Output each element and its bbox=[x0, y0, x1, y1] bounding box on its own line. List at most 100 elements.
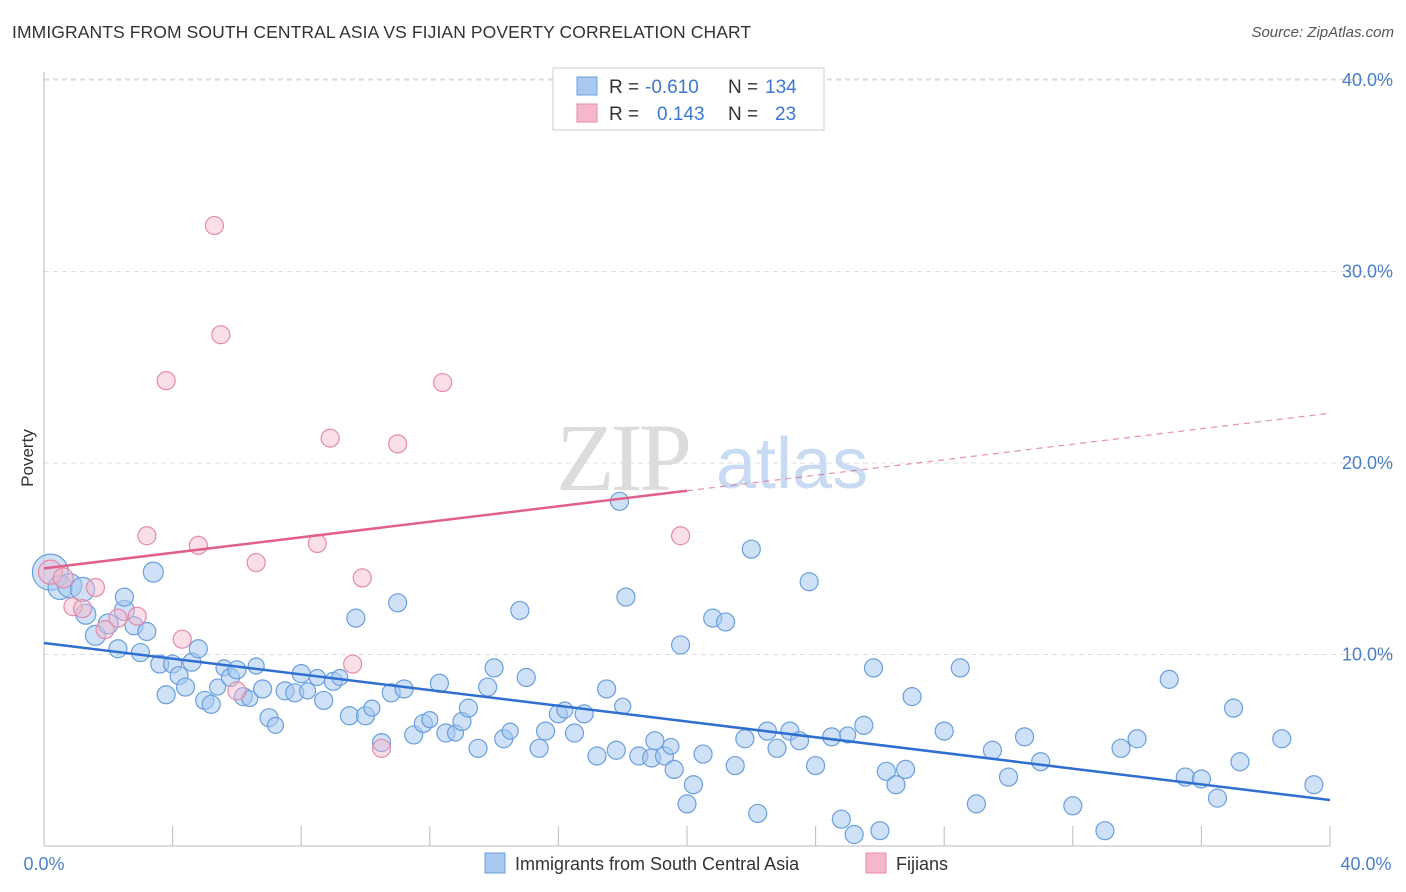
immigrants-point-42 bbox=[346, 608, 366, 628]
immigrants-point-85 bbox=[693, 744, 713, 764]
fijians-trend-line-dashed bbox=[686, 412, 1331, 492]
immigrants-point-88 bbox=[725, 755, 745, 776]
immigrants-point-82 bbox=[670, 635, 691, 655]
immigrants-point-58 bbox=[478, 677, 498, 697]
immigrants-point-125 bbox=[1230, 752, 1250, 772]
x-tick-label-max: 40.0% bbox=[1340, 854, 1391, 874]
immigrants-point-119 bbox=[1127, 729, 1147, 749]
immigrants-point-36 bbox=[299, 682, 317, 700]
immigrants-point-116 bbox=[1063, 796, 1083, 816]
immigrants-point-56 bbox=[458, 698, 478, 718]
fijians-point-15 bbox=[246, 552, 266, 573]
y-axis-label: Poverty bbox=[18, 429, 37, 487]
x-tick-label-min: 0.0% bbox=[23, 854, 64, 874]
immigrants-trend-line bbox=[43, 641, 1331, 802]
legend-bottom: Immigrants from South Central Asia Fijia… bbox=[484, 852, 948, 874]
immigrants-point-47 bbox=[388, 593, 408, 613]
immigrants-point-63 bbox=[516, 667, 536, 688]
fijians-point-9 bbox=[156, 371, 176, 391]
legend-r-value-blue: -0.610 bbox=[645, 77, 699, 98]
immigrants-point-13 bbox=[142, 561, 164, 583]
watermark-atlas: atlas bbox=[716, 424, 868, 504]
y-tick-label-10: 10.0% bbox=[1342, 645, 1393, 665]
fijians-point-5 bbox=[95, 620, 115, 640]
immigrants-point-64 bbox=[529, 738, 549, 758]
legend-n-value-pink: 23 bbox=[775, 104, 796, 125]
immigrants-point-117 bbox=[1095, 821, 1115, 841]
immigrants-point-45 bbox=[371, 732, 392, 753]
immigrants-point-67 bbox=[556, 701, 574, 719]
immigrants-point-89 bbox=[735, 729, 755, 749]
fijians-point-17 bbox=[320, 428, 340, 448]
immigrants-point-30 bbox=[253, 679, 273, 699]
fijians-point-14 bbox=[227, 681, 247, 701]
y-tick-label-20: 20.0% bbox=[1342, 453, 1393, 473]
immigrants-point-91 bbox=[748, 803, 768, 824]
legend-r-label-pink: R = bbox=[609, 104, 639, 125]
immigrants-point-109 bbox=[934, 721, 954, 741]
y-tick-label-30: 30.0% bbox=[1342, 262, 1393, 282]
legend-swatch-pink bbox=[576, 103, 598, 123]
immigrants-point-123 bbox=[1207, 788, 1228, 808]
immigrants-point-99 bbox=[831, 809, 851, 829]
immigrants-point-93 bbox=[767, 738, 787, 758]
watermark: ZIP atlas bbox=[556, 404, 868, 511]
fijians-point-12 bbox=[204, 215, 224, 236]
series-immigrants-points bbox=[31, 491, 1324, 845]
immigrants-point-32 bbox=[266, 716, 285, 734]
fijians-point-13 bbox=[211, 325, 231, 345]
immigrants-point-108 bbox=[902, 687, 922, 707]
fijians-point-19 bbox=[352, 568, 372, 588]
grid-lines bbox=[44, 78, 1392, 655]
immigrants-point-41 bbox=[339, 706, 360, 726]
immigrants-point-87 bbox=[715, 612, 736, 632]
immigrants-point-118 bbox=[1111, 738, 1131, 758]
fijians-point-1 bbox=[52, 567, 74, 589]
immigrants-point-80 bbox=[662, 737, 680, 756]
immigrants-point-9 bbox=[114, 587, 134, 607]
immigrants-point-115 bbox=[1031, 752, 1051, 772]
immigrants-point-20 bbox=[188, 639, 208, 659]
immigrants-point-11 bbox=[137, 621, 157, 642]
immigrants-point-83 bbox=[677, 794, 697, 814]
fijians-point-21 bbox=[388, 434, 408, 454]
fijians-point-10 bbox=[172, 629, 192, 649]
legend-n-label-blue: N = bbox=[728, 77, 758, 98]
immigrants-point-44 bbox=[363, 699, 381, 717]
fijians-point-2 bbox=[63, 597, 83, 617]
immigrants-point-71 bbox=[597, 679, 617, 699]
immigrants-point-3 bbox=[69, 576, 96, 602]
legend-n-value-blue: 134 bbox=[765, 77, 797, 98]
chart-title: IMMIGRANTS FROM SOUTH CENTRAL ASIA VS FI… bbox=[12, 22, 752, 42]
immigrants-point-126 bbox=[1272, 729, 1292, 749]
x-ticks bbox=[43, 826, 1331, 846]
immigrants-point-112 bbox=[982, 740, 1003, 760]
legend-n-label-pink: N = bbox=[728, 104, 758, 125]
immigrants-point-62 bbox=[510, 600, 530, 621]
fijians-point-22 bbox=[433, 372, 453, 393]
immigrants-point-100 bbox=[839, 726, 857, 744]
fijians-point-8 bbox=[137, 526, 157, 546]
immigrants-point-78 bbox=[645, 731, 665, 751]
bottom-legend-swatch-blue bbox=[484, 852, 506, 874]
immigrants-point-72 bbox=[606, 740, 626, 760]
bottom-legend-label-fijians: Fijians bbox=[896, 854, 948, 874]
trend-lines bbox=[43, 412, 1331, 802]
immigrants-point-106 bbox=[886, 775, 906, 795]
immigrants-point-65 bbox=[535, 721, 556, 741]
immigrants-point-38 bbox=[314, 690, 334, 711]
immigrants-point-57 bbox=[468, 738, 488, 758]
immigrants-point-107 bbox=[896, 759, 916, 780]
immigrants-point-68 bbox=[564, 723, 585, 743]
immigrants-point-98 bbox=[822, 727, 842, 747]
y-tick-label-40: 40.0% bbox=[1342, 70, 1393, 90]
fijians-point-6 bbox=[108, 608, 128, 628]
immigrants-point-124 bbox=[1223, 698, 1244, 718]
fijians-point-20 bbox=[371, 738, 392, 758]
immigrants-point-12 bbox=[130, 642, 151, 663]
immigrants-point-102 bbox=[854, 715, 874, 735]
legend-r-value-pink: 0.143 bbox=[657, 104, 705, 125]
fijians-point-4 bbox=[85, 577, 106, 598]
immigrants-point-7 bbox=[108, 639, 128, 659]
